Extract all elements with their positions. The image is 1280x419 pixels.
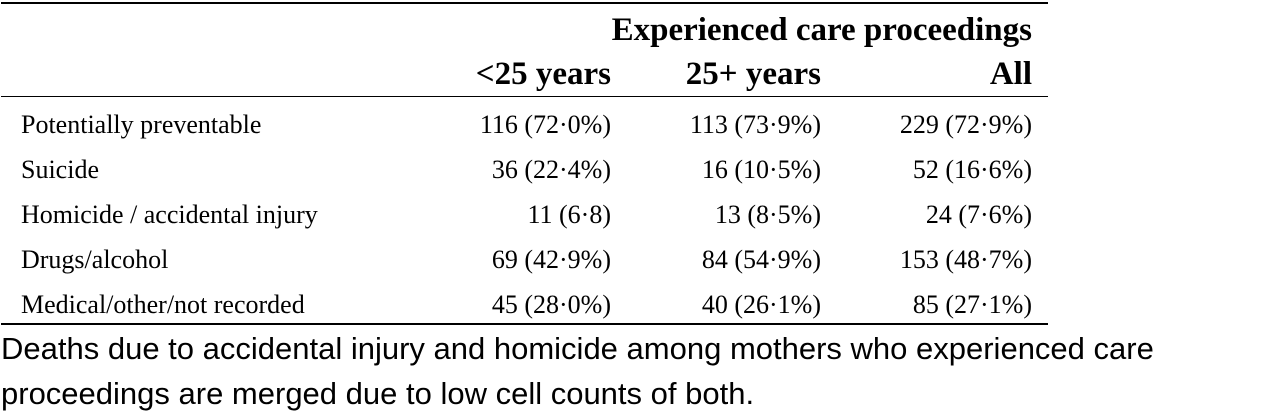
cell-all: 85 (27·1%) <box>912 290 1032 319</box>
row-label: Medical/other/not recorded <box>21 290 305 319</box>
cell-all: 153 (48·7%) <box>899 245 1032 274</box>
cell-under-25: 36 (22·4%) <box>491 155 611 184</box>
column-header-under-25: <25 years <box>475 56 611 92</box>
cell-under-25: 116 (72·0%) <box>479 110 611 139</box>
row-label: Suicide <box>21 155 99 184</box>
cell-all: 24 (7·6%) <box>925 200 1032 229</box>
column-header-25-plus: 25+ years <box>685 56 821 92</box>
group-header: Experienced care proceedings <box>611 12 1032 48</box>
cell-under-25: 45 (28·0%) <box>491 290 611 319</box>
cell-under-25: 69 (42·9%) <box>491 245 611 274</box>
footnote-line: proceedings are merged due to low cell c… <box>1 376 755 411</box>
header-rule <box>1 96 1048 97</box>
row-label: Drugs/alcohol <box>21 245 169 274</box>
table-row: Homicide / accidental injury 11 (6·8) 13… <box>0 193 1048 237</box>
row-label: Homicide / accidental injury <box>21 200 318 229</box>
top-rule <box>1 2 1048 4</box>
cell-under-25: 11 (6·8) <box>527 200 611 229</box>
cell-25-plus: 16 (10·5%) <box>701 155 821 184</box>
cell-25-plus: 113 (73·9%) <box>689 110 821 139</box>
cell-all: 52 (16·6%) <box>912 155 1032 184</box>
cell-25-plus: 84 (54·9%) <box>701 245 821 274</box>
bottom-rule <box>1 323 1048 325</box>
column-header-all: All <box>989 56 1032 92</box>
table-row: Potentially preventable 116 (72·0%) 113 … <box>0 103 1048 147</box>
cell-25-plus: 13 (8·5%) <box>714 200 821 229</box>
table-row: Suicide 36 (22·4%) 16 (10·5%) 52 (16·6%) <box>0 148 1048 192</box>
cell-all: 229 (72·9%) <box>899 110 1032 139</box>
cell-25-plus: 40 (26·1%) <box>701 290 821 319</box>
table-footnote: Deaths due to accidental injury and homi… <box>1 326 1280 416</box>
row-label: Potentially preventable <box>21 110 262 139</box>
table-row: Medical/other/not recorded 45 (28·0%) 40… <box>0 283 1048 327</box>
table-row: Drugs/alcohol 69 (42·9%) 84 (54·9%) 153 … <box>0 238 1048 282</box>
footnote-line: Deaths due to accidental injury and homi… <box>1 331 1154 366</box>
